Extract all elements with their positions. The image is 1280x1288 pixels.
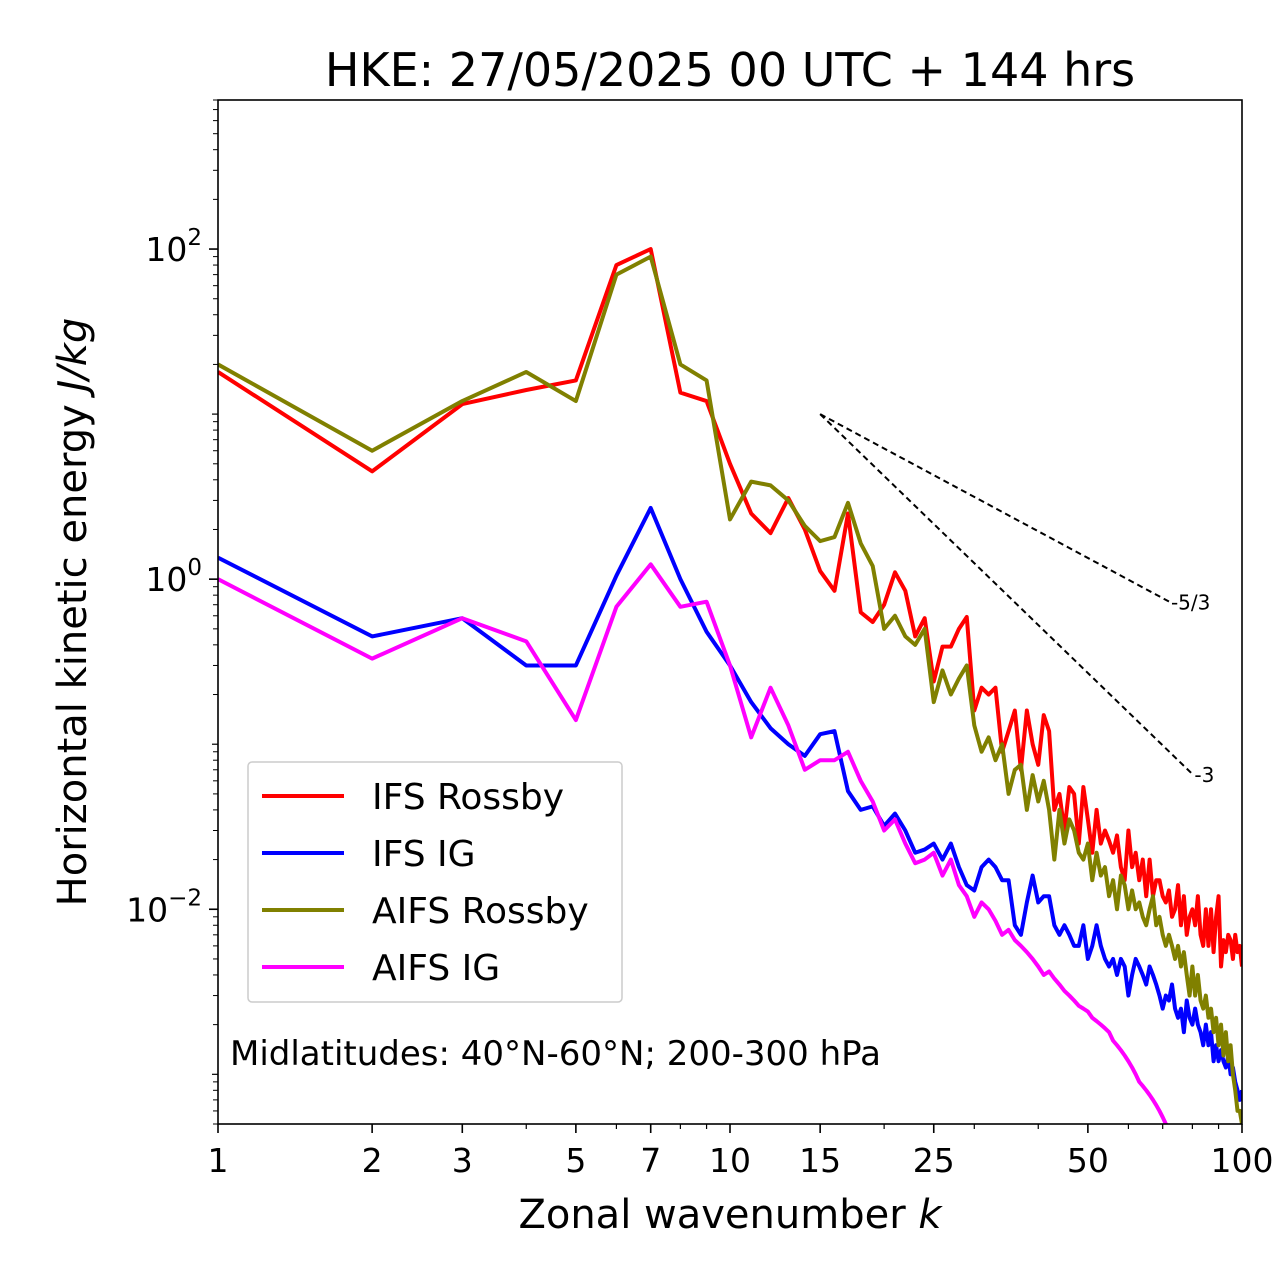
legend-entry-label: IFS Rossby (372, 777, 564, 818)
y-axis-ticks: 102 100 10−2 (126, 99, 218, 1125)
reference-slopes: -5/3 -3 (819, 413, 1214, 787)
x-tick-label: 5 (565, 1141, 586, 1180)
series-line-ifs-ig (218, 505, 1242, 1102)
reference-slope-label: -3 (1194, 763, 1214, 787)
legend-entry-label: AIFS IG (372, 948, 500, 989)
x-tick-label: 7 (640, 1141, 661, 1180)
y-axis-label: Horizontal kinetic energy J/kg (50, 318, 96, 907)
reference-slope-line (819, 413, 1170, 603)
x-tick-label: 50 (1067, 1141, 1109, 1180)
y-tick-label: 102 (145, 225, 202, 269)
reference-slope-label: -5/3 (1171, 591, 1210, 615)
x-tick-label: 25 (913, 1141, 955, 1180)
series-line-ifs-rossby (218, 247, 1242, 969)
x-tick-label: 3 (452, 1141, 473, 1180)
y-tick-label: 10−2 (126, 885, 202, 929)
x-tick-label: 15 (799, 1141, 841, 1180)
chart-title: HKE: 27/05/2025 00 UTC + 144 hrs (325, 43, 1135, 97)
x-axis-label: Zonal wavenumber k (518, 1192, 943, 1238)
plot-frame (217, 99, 1243, 1125)
y-tick-label: 100 (145, 555, 202, 599)
x-axis-ticks: 1 2 3 5 7 10 15 25 50 100 (208, 1124, 1274, 1180)
series-line-aifs-ig (218, 562, 1169, 1124)
reference-slope-line (819, 413, 1194, 775)
series-layer (218, 247, 1242, 1124)
legend-entry-label: IFS IG (372, 834, 476, 875)
legend: IFS Rossby IFS IG AIFS Rossby AIFS IG (247, 761, 623, 1003)
series-line-aifs-rossby (218, 254, 1242, 1124)
x-tick-label: 2 (362, 1141, 383, 1180)
legend-box (247, 761, 623, 1003)
region-annotation: Midlatitudes: 40°N-60°N; 200-300 hPa (230, 1034, 881, 1074)
legend-entry-label: AIFS Rossby (372, 891, 589, 932)
x-tick-label: 10 (709, 1141, 751, 1180)
x-tick-label: 100 (1211, 1141, 1274, 1180)
x-tick-label: 1 (208, 1141, 229, 1180)
